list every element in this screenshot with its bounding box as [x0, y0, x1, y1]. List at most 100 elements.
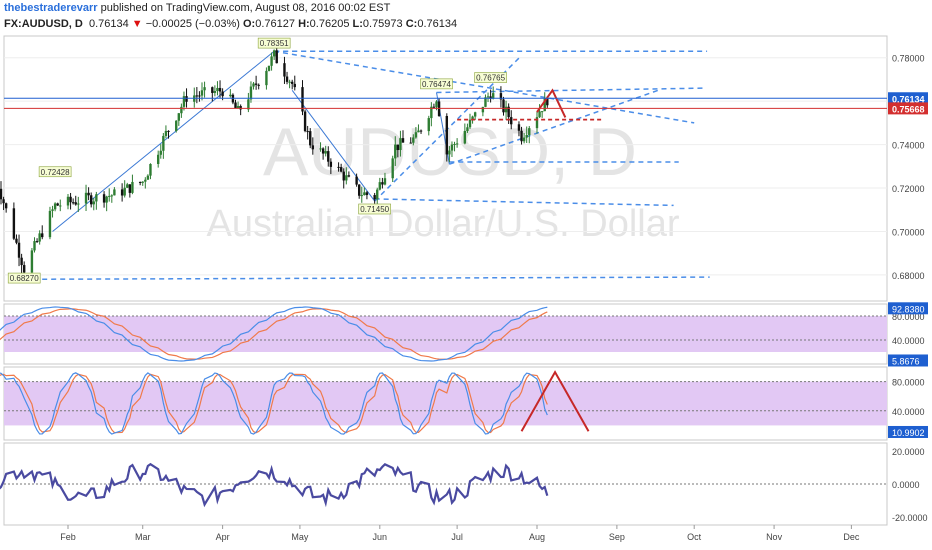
price-change: −0.00025 (−0.03%): [145, 18, 240, 30]
candle-body: [229, 94, 232, 97]
candle-body: [391, 158, 394, 179]
candle-body: [38, 233, 41, 242]
candle-body: [239, 106, 242, 110]
candle-body: [105, 196, 108, 203]
candle-body: [309, 131, 312, 146]
annotation-box: [257, 37, 291, 49]
candle-body: [4, 203, 8, 209]
candle-body: [180, 106, 183, 114]
high-label: H:: [298, 18, 310, 30]
candle-body: [507, 106, 510, 118]
candle-body: [339, 167, 343, 172]
open-label: O:: [243, 18, 256, 30]
candle-body: [327, 151, 330, 162]
price-tag-label: 0.75668: [892, 104, 925, 114]
candle-body: [56, 203, 59, 206]
candle-body: [146, 175, 150, 180]
candle-body: [95, 194, 98, 202]
candle-body: [175, 120, 178, 131]
candle-body: [17, 242, 21, 258]
osc1-main-line: [0, 306, 548, 362]
y-tick-label: 0.72000: [892, 184, 925, 194]
candle-body: [319, 148, 322, 150]
candle-body: [337, 166, 340, 168]
annotation-box: [420, 78, 453, 90]
candle-body: [203, 87, 206, 91]
y-tick-label: 0.78000: [892, 54, 925, 64]
osc1-signal-line: [0, 308, 548, 360]
candle-body: [126, 184, 129, 188]
open-value: 0.76127: [255, 18, 295, 30]
candle-body: [267, 65, 271, 71]
candle-body: [484, 97, 487, 107]
candle-body: [347, 175, 351, 177]
candle-body: [69, 196, 72, 203]
candle-body: [283, 63, 286, 77]
level-tag: [888, 302, 928, 315]
candle-body: [138, 181, 142, 183]
low-value: 0.75973: [362, 18, 403, 30]
osc-tick-label: 80.0000: [892, 312, 925, 322]
candle-body: [473, 112, 477, 117]
osc3-line: [0, 462, 549, 508]
candle-body: [414, 132, 418, 138]
candle-body: [381, 182, 384, 185]
candle-body: [35, 241, 39, 243]
published-text: published on TradingView.com, August 08,…: [100, 2, 391, 14]
price-tag-label: 0.76134: [892, 94, 925, 104]
candle-body: [156, 154, 160, 164]
candle-body: [149, 163, 152, 176]
candle-body: [120, 189, 124, 196]
candle-body: [466, 127, 469, 132]
x-tick-label: Aug: [529, 532, 545, 542]
osc-tick-label: 80.0000: [892, 378, 925, 388]
candle-body: [74, 202, 77, 205]
candle-body: [427, 118, 430, 132]
candle-body: [502, 99, 505, 113]
candle-body: [275, 50, 278, 64]
channel-line: [449, 89, 659, 165]
x-tick-label: Nov: [766, 532, 783, 542]
candle-body: [252, 83, 255, 87]
author-link[interactable]: thebestraderevarr: [4, 2, 98, 14]
close-label: C:: [405, 18, 418, 30]
candle-body: [365, 192, 369, 196]
candle-body: [360, 195, 363, 197]
support-line: [24, 276, 710, 281]
candle-body: [329, 161, 333, 167]
candle-body: [15, 238, 18, 243]
candle-body: [218, 87, 222, 92]
down-arrow-icon: ▼: [131, 18, 143, 30]
annotation-box: [7, 272, 41, 284]
candle-body: [234, 102, 237, 109]
candle-body: [12, 208, 16, 239]
candle-body: [87, 192, 90, 196]
annotation-box: [474, 72, 507, 83]
candle-body: [293, 83, 296, 88]
candle-body: [66, 196, 70, 206]
candle-body: [131, 181, 134, 193]
x-tick-label: Jul: [451, 532, 463, 542]
candle-body: [357, 184, 361, 196]
annotation-label: 0.72428: [41, 168, 70, 177]
candle-body: [2, 199, 5, 204]
candle-body: [51, 209, 54, 211]
candle-body: [221, 91, 224, 97]
candle-body: [520, 130, 523, 142]
candle-body: [249, 86, 253, 100]
candle-body: [481, 106, 485, 113]
candle-body: [363, 192, 366, 196]
last-price: 0.76134: [88, 18, 129, 30]
candle-body: [401, 138, 405, 143]
candle-body: [399, 138, 402, 151]
candle-body: [510, 117, 513, 125]
candle-body: [546, 97, 549, 106]
candle-body: [162, 135, 165, 151]
candle-body: [463, 131, 467, 144]
candle-body: [182, 96, 186, 107]
candle-body: [198, 95, 201, 97]
candle-body: [113, 189, 116, 196]
candle-body: [22, 265, 26, 273]
level-tag: [888, 354, 928, 367]
osc-tick-label: 20.0000: [892, 447, 925, 457]
